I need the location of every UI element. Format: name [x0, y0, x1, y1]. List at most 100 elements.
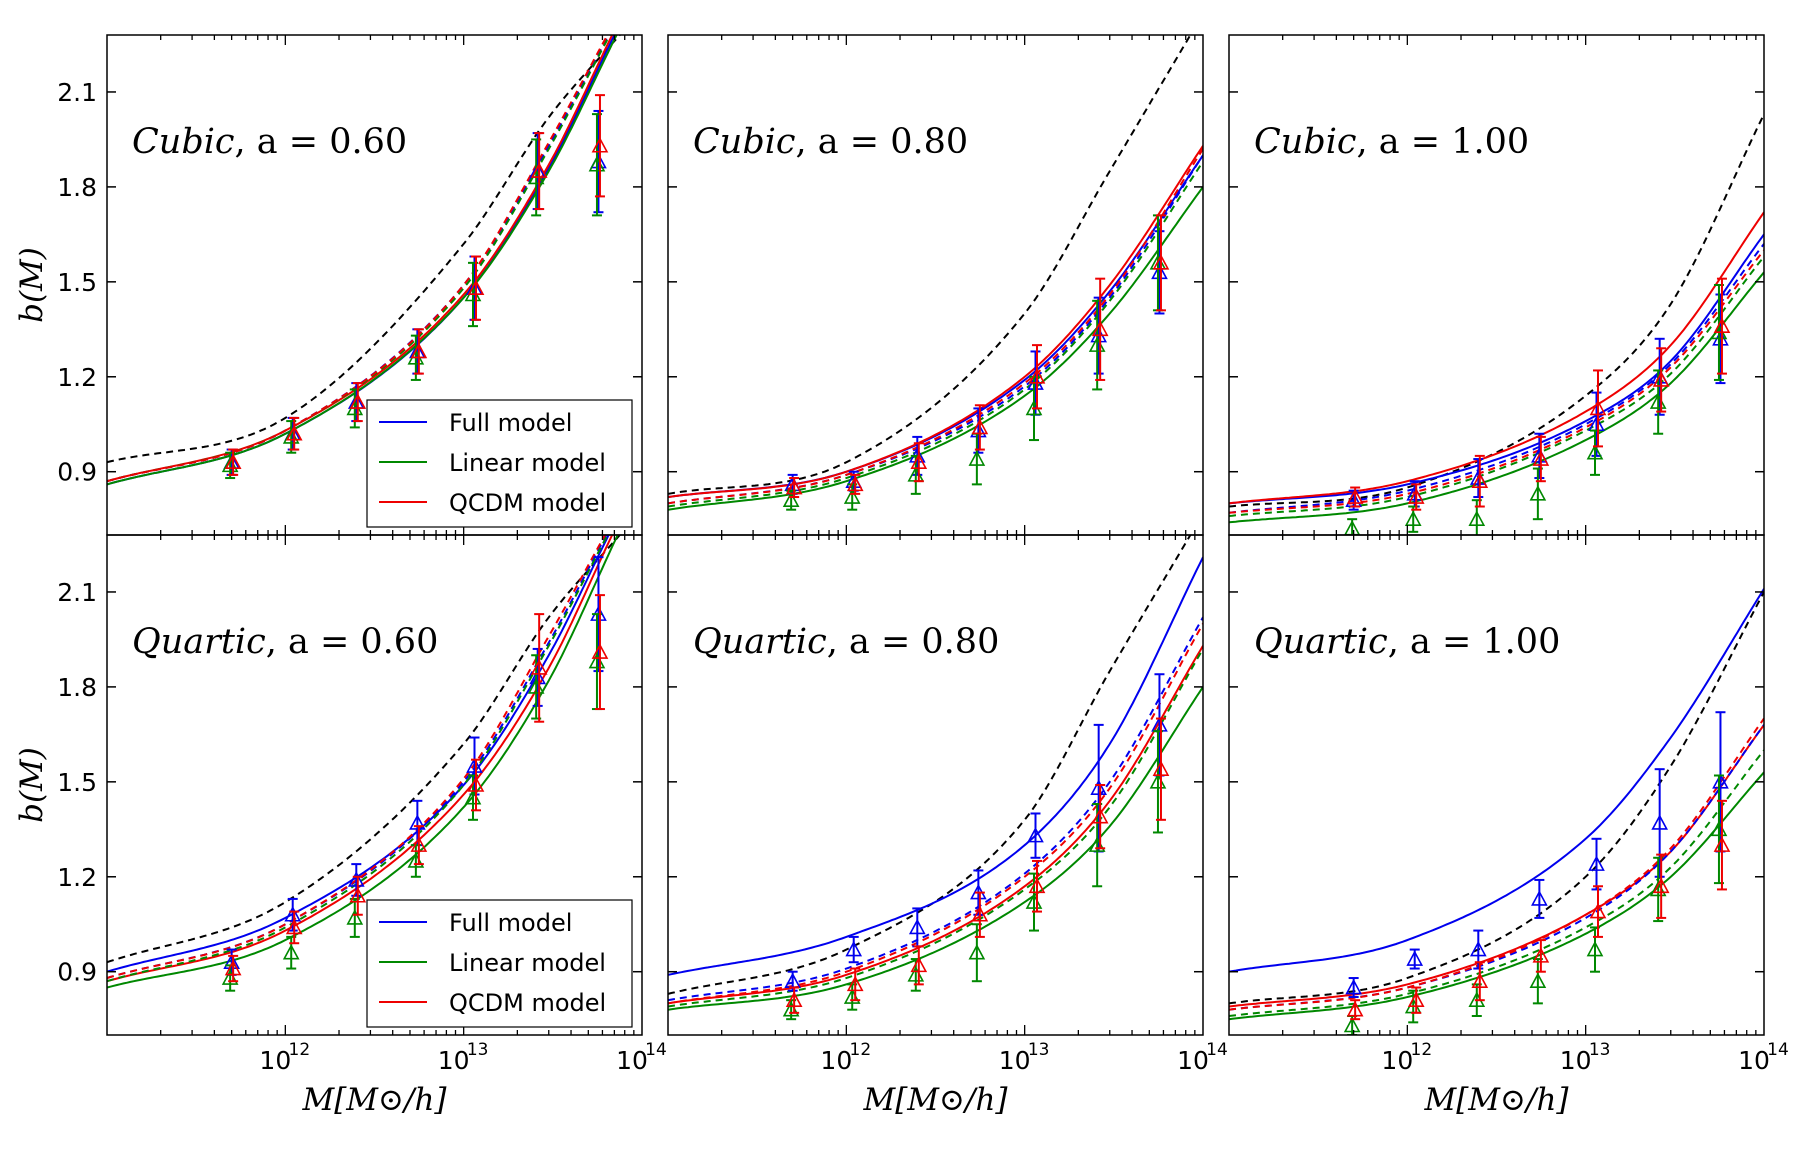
point-qcdm-marker — [1407, 991, 1425, 1007]
x-tick-label-exponent: 12 — [1411, 1040, 1433, 1060]
panel-cubic-a060: 0.9 1.2 1.5 1.8 2.1 b(M) Cubic, a = 0.60 Full m… — [14, 34, 643, 536]
point-qcdm-marker — [1407, 488, 1425, 504]
curve-qcdm-model-dashed — [668, 623, 1203, 1005]
panel-label-model: Cubic — [132, 122, 235, 162]
point-full-marker — [409, 814, 426, 830]
point-linear-marker — [782, 491, 800, 507]
point-linear-marker — [843, 488, 861, 504]
curve-linear-model-dashed — [1229, 749, 1764, 1017]
panel-frame — [106, 534, 643, 1036]
point-qcdm-marker — [785, 991, 803, 1007]
point-linear-marker — [1343, 1016, 1361, 1033]
panel-label-model: Cubic — [693, 122, 796, 162]
panel-label-model: Quartic — [1254, 622, 1388, 662]
curve-qcdm-model — [668, 645, 1203, 1005]
point-full-marker — [1712, 773, 1729, 789]
panel-label-eq: , a = — [796, 122, 891, 162]
y-tick-label: 1.2 — [57, 363, 97, 392]
point-qcdm-marker — [846, 975, 864, 992]
point-qcdm-marker — [846, 475, 864, 492]
curve-linear-model-dashed — [1229, 255, 1764, 517]
point-full-marker — [223, 953, 240, 970]
point-qcdm-marker — [971, 906, 989, 922]
y-tick-label: 2.1 — [57, 578, 97, 607]
y-tick-label: 2.1 — [57, 78, 97, 107]
curve-linear-model-dashed — [107, 535, 609, 983]
point-linear-marker — [1586, 940, 1604, 957]
point-full-marker — [845, 940, 863, 957]
point-linear-marker — [346, 909, 364, 925]
point-qcdm-marker — [467, 279, 485, 295]
point-qcdm-marker — [1713, 836, 1731, 852]
curve-black-dashed — [107, 535, 622, 964]
panel-frame — [667, 534, 1204, 1036]
x-axis-label: M[M⊙/h] — [862, 1082, 1008, 1118]
legend-label: Linear model — [449, 949, 606, 977]
y-tick-label: 1.8 — [57, 173, 97, 202]
curve-linear-model — [668, 686, 1203, 1011]
panel-label-value: 0.60 — [329, 122, 407, 162]
point-linear-marker — [1468, 510, 1486, 526]
x-tick-label-exponent: 13 — [1589, 1040, 1611, 1060]
curve-qcdm-model-dashed — [1229, 249, 1764, 514]
curve-full-model-dashed — [668, 616, 1203, 1002]
point-full-marker — [1090, 779, 1108, 795]
x-tick-label-exponent: 12 — [289, 1040, 311, 1060]
legend-label: Full model — [449, 409, 572, 437]
legend-label: Full model — [449, 909, 572, 937]
y-tick-label: 0.9 — [57, 958, 97, 987]
legend-label: QCDM model — [449, 489, 606, 517]
point-full-marker — [1588, 855, 1605, 871]
legend-label: Linear model — [449, 449, 606, 477]
points-group — [221, 94, 609, 480]
panel-cubic-a080: Cubic, a = 0.80 — [667, 34, 1204, 536]
x-tick-label-base: 10 — [1738, 1046, 1770, 1075]
curve-linear-model — [668, 186, 1203, 511]
point-qcdm-marker — [1471, 472, 1489, 489]
point-qcdm-marker — [530, 162, 548, 178]
point-qcdm-marker — [1652, 371, 1670, 387]
points-group — [1344, 277, 1731, 535]
point-qcdm-marker — [349, 887, 367, 903]
x-tick-label-base: 10 — [259, 1046, 291, 1075]
point-qcdm-marker — [591, 137, 609, 153]
panel-label-eq: , a = — [266, 622, 361, 662]
curves-group — [668, 35, 1203, 511]
point-qcdm-marker — [530, 659, 548, 675]
curve-full-model — [668, 556, 1203, 976]
curve-qcdm-model-dashed — [1229, 717, 1764, 1011]
panel-label-value: 1.00 — [1482, 622, 1560, 662]
x-axis-label: M[M⊙/h] — [301, 1082, 447, 1118]
point-qcdm-marker — [467, 776, 485, 792]
point-linear-marker — [1529, 972, 1547, 989]
x-tick-label-exponent: 13 — [467, 1040, 489, 1060]
x-tick-label-base: 10 — [616, 1046, 648, 1075]
y-axis-label: b(M) — [14, 747, 50, 823]
point-qcdm-marker — [1532, 450, 1550, 466]
point-qcdm-marker — [1589, 399, 1607, 416]
point-qcdm-marker — [1152, 760, 1170, 776]
point-qcdm-marker — [1346, 1000, 1364, 1017]
point-qcdm-marker — [1028, 368, 1046, 384]
point-qcdm-marker — [971, 418, 989, 435]
point-qcdm-marker — [285, 918, 303, 935]
curve-linear-model — [107, 35, 618, 486]
curve-linear-model-dashed — [668, 161, 1203, 508]
panel-label-eq: , a = — [1388, 622, 1483, 662]
point-qcdm-marker — [1346, 488, 1364, 504]
panel-label-model: Quartic — [132, 622, 266, 662]
points-group — [1343, 711, 1731, 1035]
curve-linear-model — [1229, 771, 1764, 1021]
point-qcdm-marker — [410, 342, 428, 359]
curve-black-dashed — [1229, 591, 1764, 1005]
point-qcdm-marker — [1471, 972, 1489, 989]
x-tick-label-exponent: 14 — [645, 1040, 667, 1060]
panel-label-value: 0.60 — [360, 622, 438, 662]
x-tick-label-exponent: 14 — [1206, 1040, 1228, 1060]
panel-label: Cubic, a = 0.80 — [693, 122, 968, 162]
point-full-marker — [1651, 814, 1669, 830]
point-full-marker — [1531, 890, 1548, 906]
point-linear-marker — [1404, 510, 1422, 526]
point-qcdm-marker — [1091, 320, 1109, 337]
